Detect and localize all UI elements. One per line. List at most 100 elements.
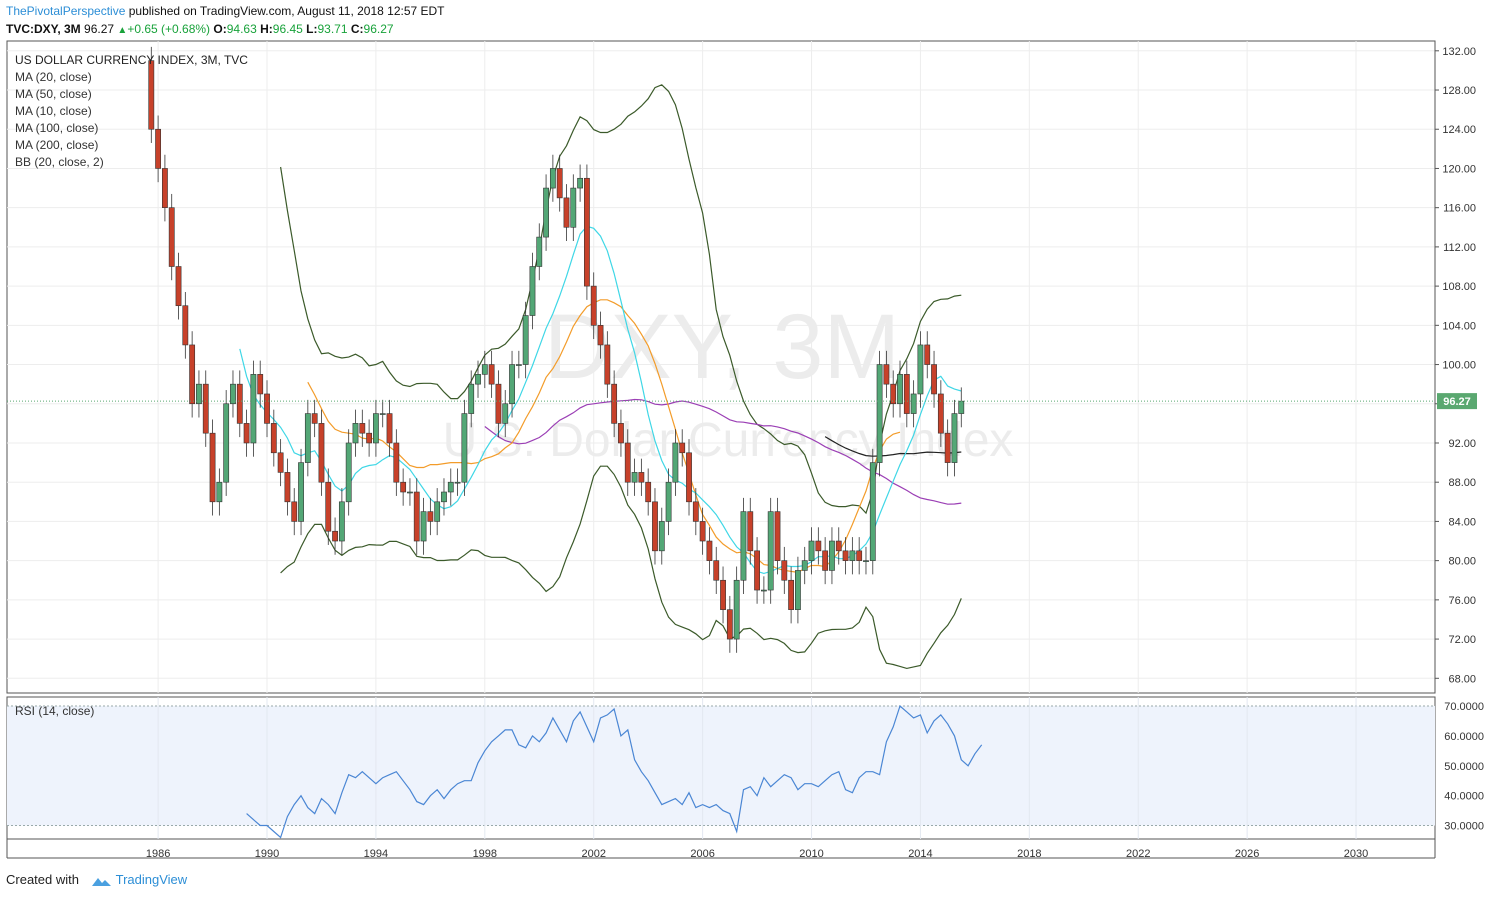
candle-body[interactable] <box>890 383 897 405</box>
candle-body[interactable] <box>495 383 502 424</box>
candle-body[interactable] <box>162 168 168 208</box>
candle-body[interactable] <box>223 403 230 483</box>
candle-body[interactable] <box>924 344 931 365</box>
candle-body[interactable] <box>332 530 338 542</box>
candle-body[interactable] <box>808 540 815 561</box>
candle-body[interactable] <box>209 432 216 503</box>
candle-body[interactable] <box>733 579 740 640</box>
candle-body[interactable] <box>801 560 808 571</box>
candle-body[interactable] <box>386 413 393 444</box>
candle-body[interactable] <box>563 197 570 228</box>
candle-body[interactable] <box>672 442 679 483</box>
candle-body[interactable] <box>250 374 257 444</box>
candle-body[interactable] <box>461 413 468 483</box>
candle-body[interactable] <box>420 511 427 542</box>
candle-body[interactable] <box>944 432 951 463</box>
candle-body[interactable] <box>910 393 917 414</box>
candle-body[interactable] <box>298 462 304 522</box>
candle-body[interactable] <box>502 403 509 424</box>
candle-body[interactable] <box>549 168 556 189</box>
candle-body[interactable] <box>264 393 270 424</box>
candle-body[interactable] <box>515 364 522 366</box>
candle-body[interactable] <box>454 481 461 484</box>
candle-body[interactable] <box>720 579 726 610</box>
candle-body[interactable] <box>468 383 475 414</box>
candle-body[interactable] <box>556 168 563 199</box>
candle-body[interactable] <box>706 540 713 561</box>
candle-body[interactable] <box>781 560 788 581</box>
candle-body[interactable] <box>958 400 965 414</box>
candle-body[interactable] <box>481 364 488 375</box>
rsi-label[interactable]: RSI (14, close) <box>15 704 95 718</box>
candle-body[interactable] <box>536 236 543 267</box>
candle-body[interactable] <box>726 609 733 640</box>
legend-item-ma20[interactable]: MA (20, close) <box>15 70 92 84</box>
candle-body[interactable] <box>760 589 767 592</box>
candle-body[interactable] <box>196 383 202 405</box>
candle-body[interactable] <box>679 442 686 454</box>
candle-body[interactable] <box>577 177 584 189</box>
candle-body[interactable] <box>876 364 883 463</box>
candle-body[interactable] <box>869 462 876 561</box>
candle-body[interactable] <box>829 540 835 571</box>
candle-body[interactable] <box>570 187 577 228</box>
candle-body[interactable] <box>584 177 590 287</box>
candle-body[interactable] <box>291 501 298 522</box>
candle-body[interactable] <box>897 374 903 405</box>
candle-body[interactable] <box>849 550 856 561</box>
candle-body[interactable] <box>338 501 345 542</box>
legend-item-ma100[interactable]: MA (100, close) <box>15 121 99 135</box>
candle-body[interactable] <box>216 481 223 503</box>
candle-body[interactable] <box>509 364 515 405</box>
candle-body[interactable] <box>434 501 441 522</box>
candle-body[interactable] <box>788 579 795 610</box>
candle-body[interactable] <box>427 511 434 522</box>
candle-body[interactable] <box>345 442 352 503</box>
candle-body[interactable] <box>754 550 760 591</box>
legend-item-bb[interactable]: BB (20, close, 2) <box>15 155 104 169</box>
candle-body[interactable] <box>400 481 407 493</box>
candle-body[interactable] <box>631 472 638 483</box>
candle-body[interactable] <box>148 60 155 130</box>
candle-body[interactable] <box>665 481 672 522</box>
candle-body[interactable] <box>740 511 747 581</box>
candle-body[interactable] <box>318 423 325 483</box>
candle-body[interactable] <box>883 364 890 385</box>
candle-body[interactable] <box>917 344 924 395</box>
candle-body[interactable] <box>795 570 801 610</box>
legend-item-ma50[interactable]: MA (50, close) <box>15 87 92 101</box>
candle-body[interactable] <box>822 550 829 571</box>
legend-item-ma10[interactable]: MA (10, close) <box>15 104 92 118</box>
candle-body[interactable] <box>624 442 631 483</box>
candle-body[interactable] <box>202 383 209 434</box>
candle-body[interactable] <box>842 550 849 561</box>
candle-body[interactable] <box>284 472 291 503</box>
candle-body[interactable] <box>686 452 692 503</box>
candle-body[interactable] <box>182 305 189 346</box>
candle-body[interactable] <box>155 128 162 169</box>
candle-body[interactable] <box>407 491 413 494</box>
candle-body[interactable] <box>475 374 481 385</box>
candle-body[interactable] <box>277 452 284 473</box>
candle-body[interactable] <box>658 521 665 552</box>
candle-body[interactable] <box>270 423 277 454</box>
candle-body[interactable] <box>529 266 536 316</box>
candle-body[interactable] <box>638 472 645 483</box>
candle-body[interactable] <box>168 207 175 267</box>
candle-body[interactable] <box>243 423 250 444</box>
candle-body[interactable] <box>597 325 604 346</box>
candle-body[interactable] <box>413 491 420 542</box>
candle-body[interactable] <box>815 540 822 552</box>
candle-body[interactable] <box>951 413 958 463</box>
candle-body[interactable] <box>699 521 706 542</box>
candle-body[interactable] <box>379 413 386 415</box>
candle-body[interactable] <box>304 413 311 463</box>
candle-body[interactable] <box>447 481 454 493</box>
candle-body[interactable] <box>774 511 781 561</box>
publisher-link[interactable]: ThePivotalPerspective <box>6 4 126 18</box>
candle-body[interactable] <box>590 285 597 326</box>
candle-body[interactable] <box>856 550 863 561</box>
candle-body[interactable] <box>618 423 624 444</box>
candle-body[interactable] <box>441 491 447 503</box>
candle-body[interactable] <box>604 344 611 385</box>
